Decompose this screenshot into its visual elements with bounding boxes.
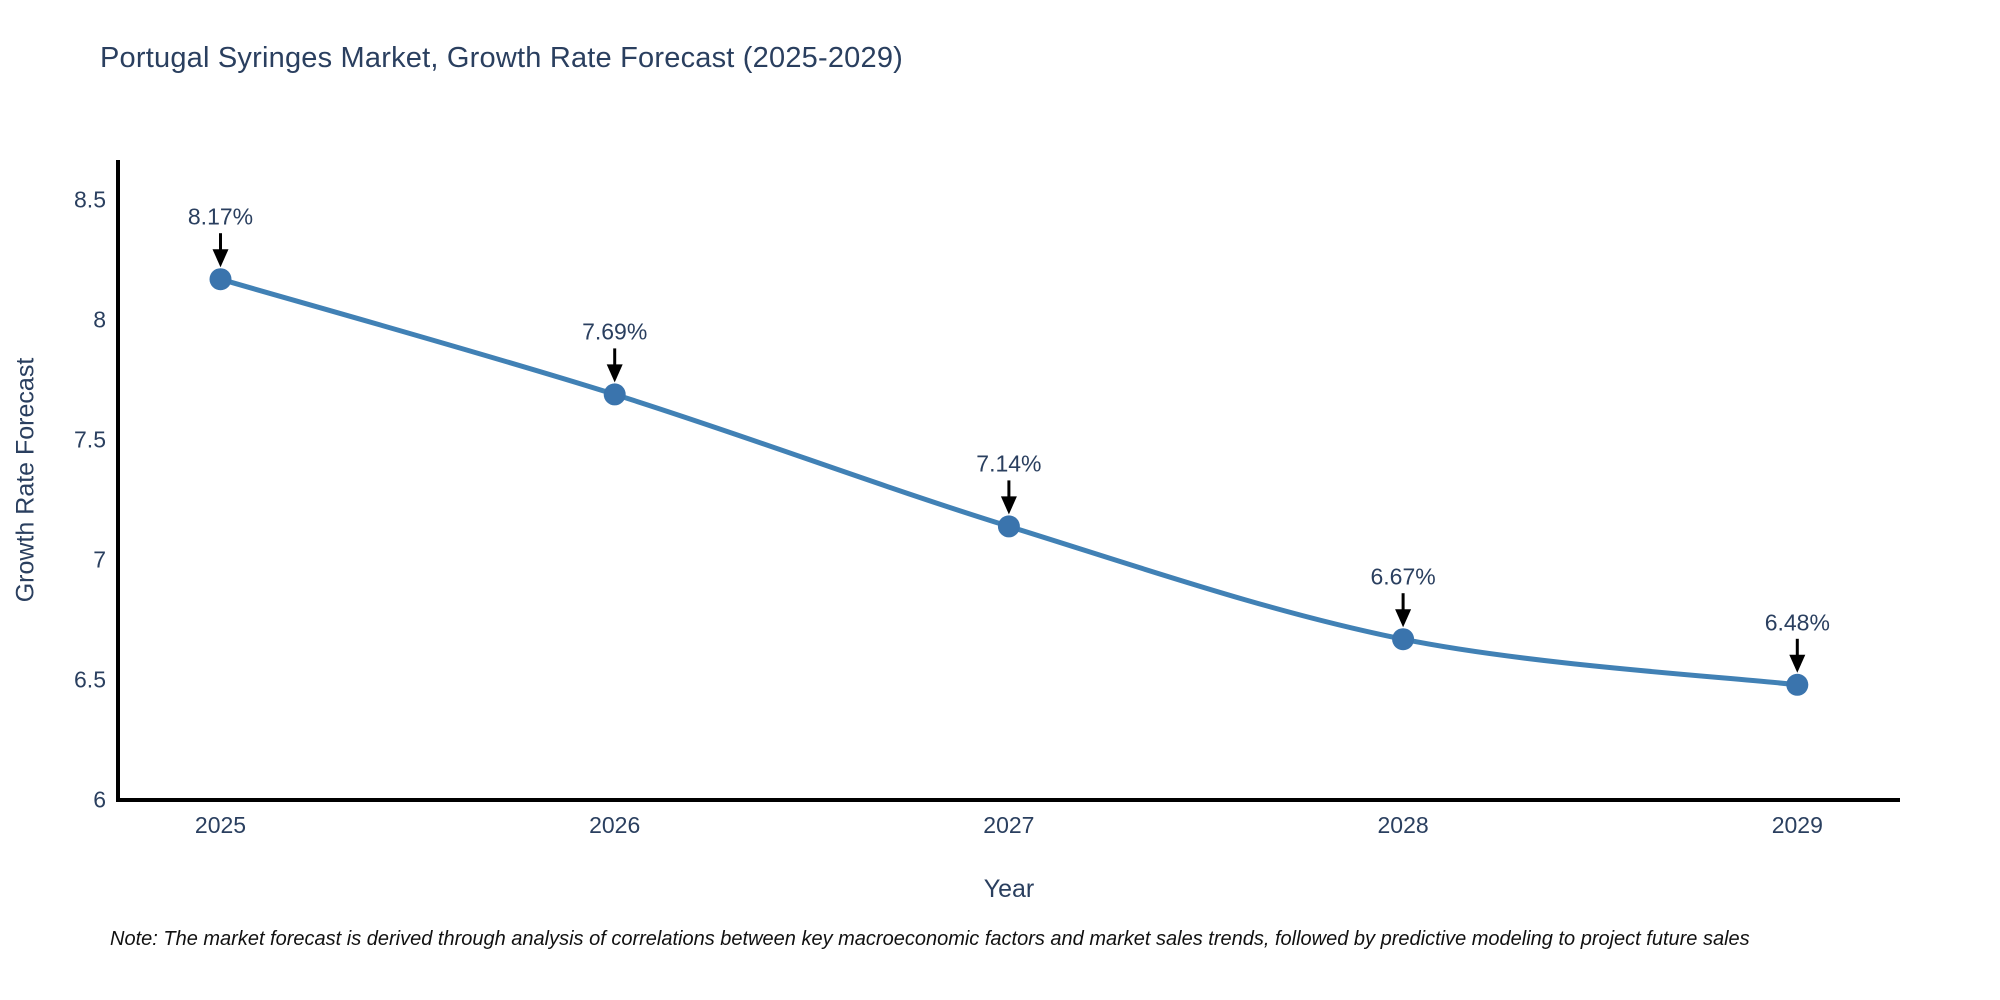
data-point-marker xyxy=(1392,628,1415,651)
data-point-marker xyxy=(1786,673,1809,696)
data-point-label: 8.17% xyxy=(187,203,254,230)
data-point-label: 7.69% xyxy=(582,318,648,345)
annotation-arrow-head xyxy=(1395,609,1412,628)
x-tick-label: 2027 xyxy=(983,812,1035,838)
data-point-marker xyxy=(997,515,1020,538)
annotation-arrow-head xyxy=(212,249,229,268)
data-point-label: 6.67% xyxy=(1370,563,1436,590)
data-point-label: 7.14% xyxy=(976,450,1042,477)
y-tick-label: 8 xyxy=(93,306,106,333)
x-tick-label: 2025 xyxy=(194,812,247,838)
data-point-marker xyxy=(603,383,626,406)
chart-title: Portugal Syringes Market, Growth Rate Fo… xyxy=(100,42,904,74)
annotation-arrow-head xyxy=(606,364,623,383)
y-tick-label: 7 xyxy=(93,546,106,573)
y-tick-label: 6.5 xyxy=(74,666,106,693)
y-tick-label: 6 xyxy=(93,786,106,813)
x-axis-title: Year xyxy=(983,875,1035,903)
annotation-arrow-head xyxy=(1789,654,1806,673)
y-tick-label: 7.5 xyxy=(74,426,106,453)
data-point-label: 6.48% xyxy=(1764,609,1830,636)
annotation-arrow-head xyxy=(1000,496,1017,515)
x-tick-label: 2028 xyxy=(1377,812,1429,838)
data-point-marker xyxy=(209,268,232,291)
x-tick-label: 2029 xyxy=(1771,812,1823,838)
y-tick-label: 8.5 xyxy=(74,186,106,213)
footnote: Note: The market forecast is derived thr… xyxy=(110,928,1750,950)
x-tick-label: 2026 xyxy=(589,812,641,838)
